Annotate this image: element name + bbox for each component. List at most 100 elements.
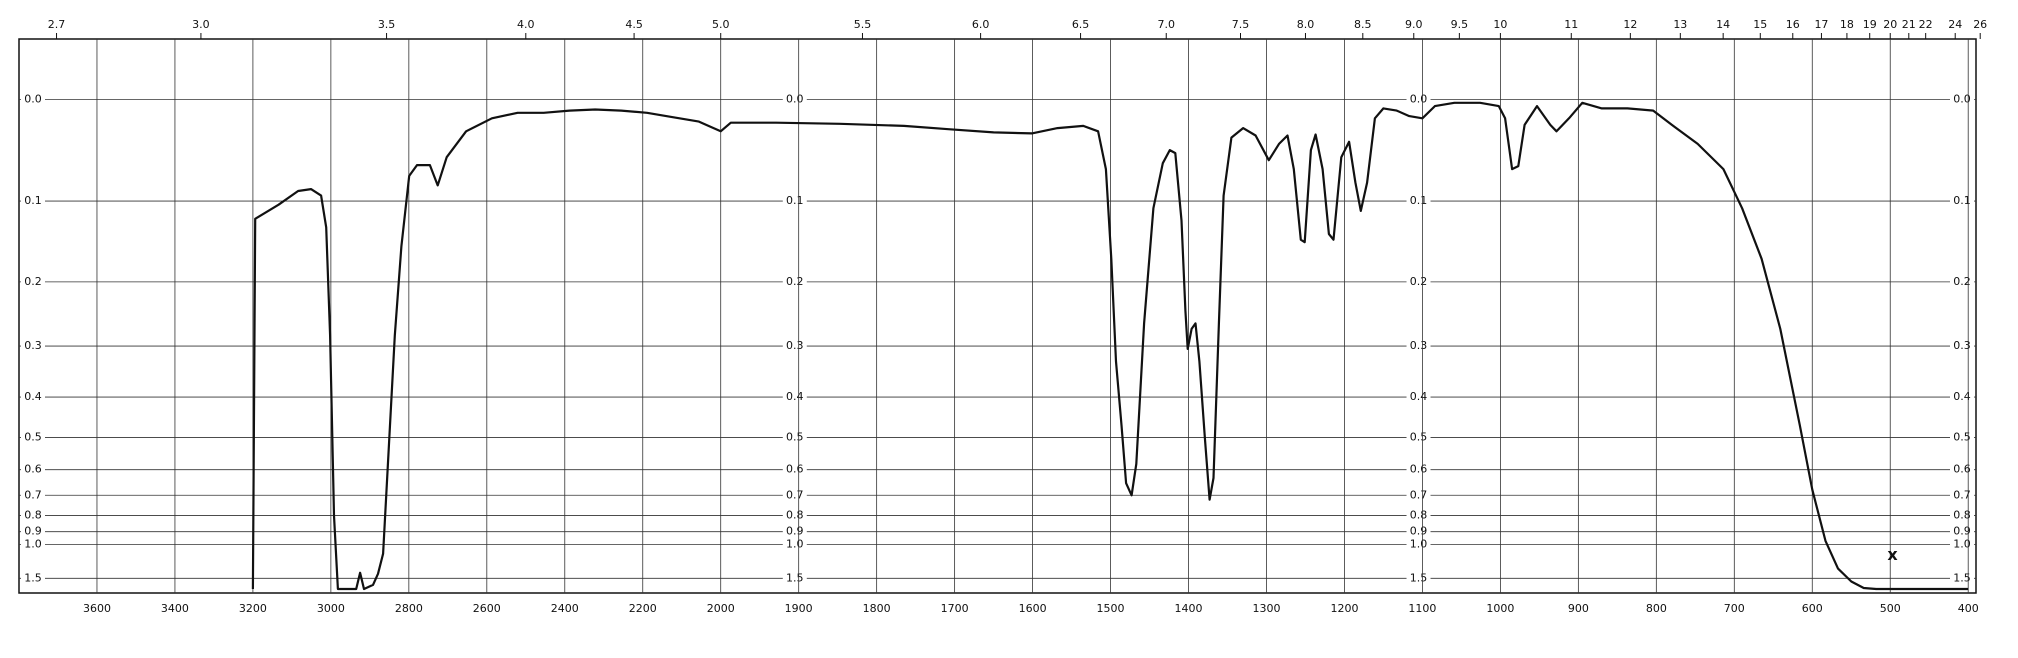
label-bg [782,340,807,353]
y-tick-label: 0.6 [1410,463,1428,476]
top-tick-label: 6.5 [1072,18,1090,31]
top-tick-label: 14 [1716,18,1730,31]
top-tick-label: 7.0 [1157,18,1175,31]
label-bg [21,489,45,502]
y-tick-label: 1.0 [786,537,804,550]
label-bg [1406,525,1431,538]
x-tick-label: 400 [1958,602,1979,615]
label-bg [1406,93,1431,106]
y-tick-label: 0.7 [24,488,42,501]
x-tick-label: 1800 [863,602,891,615]
y-tick-label: 0.9 [786,525,804,538]
label-bg [1950,509,1974,522]
top-tick-label: 8.5 [1354,18,1372,31]
top-tick-label: 2.7 [48,18,66,31]
top-tick-label: 4.0 [517,18,535,31]
y-tick-label: 0.3 [786,339,804,352]
x-tick-label: 1500 [1097,602,1125,615]
x-tick-label: 1300 [1252,602,1280,615]
y-tick-label: 0.4 [1953,390,1971,403]
x-tick-label: 1000 [1486,602,1514,615]
y-tick-label: 0.5 [786,431,804,444]
x-tick-label: 500 [1880,602,1901,615]
x-tick-label: 800 [1646,602,1667,615]
label-bg [782,431,807,444]
y-tick-label: 1.5 [1953,571,1971,584]
y-tick-label: 1.5 [786,571,804,584]
y-tick-label: 0.1 [1410,194,1428,207]
y-tick-label: 0.0 [786,92,804,105]
top-tick-label: 5.5 [854,18,872,31]
top-tick-label: 8.0 [1297,18,1315,31]
y-tick-label: 0.6 [24,463,42,476]
top-tick-label: 10 [1493,18,1507,31]
x-tick-label: 1200 [1330,602,1358,615]
label-bg [1406,509,1431,522]
top-tick-label: 4.5 [625,18,643,31]
label-bg [21,391,45,404]
top-tick-label: 12 [1623,18,1637,31]
label-bg [1406,538,1431,551]
label-bg [21,275,45,288]
top-tick-label: 13 [1673,18,1687,31]
label-bg [782,93,807,106]
y-tick-label: 0.8 [1410,509,1428,522]
label-bg [782,509,807,522]
x-tick-label: 1700 [941,602,969,615]
top-tick-label: 3.0 [192,18,210,31]
y-tick-label: 0.2 [786,275,804,288]
y-tick-label: 1.5 [1410,571,1428,584]
y-tick-label: 0.8 [24,509,42,522]
y-tick-label: 0.9 [1953,525,1971,538]
label-bg [782,538,807,551]
x-tick-label: 600 [1802,602,1823,615]
x-tick-label: 3000 [317,602,345,615]
y-tick-label: 0.3 [24,339,42,352]
y-tick-label: 1.0 [1410,537,1428,550]
x-tick-label: 2000 [707,602,735,615]
label-bg [1406,275,1431,288]
label-bg [1406,431,1431,444]
x-tick-label: 2600 [473,602,501,615]
y-tick-label: 0.8 [786,509,804,522]
top-tick-label: 3.5 [378,18,396,31]
y-tick-label: 0.0 [1953,92,1971,105]
top-tick-label: 15 [1753,18,1767,31]
label-bg [782,391,807,404]
y-tick-label: 0.2 [1953,275,1971,288]
y-tick-label: 0.5 [24,431,42,444]
top-tick-label: 7.5 [1232,18,1250,31]
top-tick-label: 22 [1919,18,1933,31]
y-tick-label: 0.3 [1953,339,1971,352]
x-tick-label: 2400 [551,602,579,615]
label-bg [21,509,45,522]
label-bg [21,572,45,585]
y-tick-label: 0.7 [1410,488,1428,501]
top-tick-label: 6.0 [972,18,990,31]
label-bg [1406,463,1431,476]
y-tick-label: 0.1 [786,194,804,207]
x-tick-label: 900 [1568,602,1589,615]
y-tick-label: 0.9 [24,525,42,538]
label-bg [21,340,45,353]
label-bg [782,572,807,585]
y-tick-label: 0.5 [1953,431,1971,444]
x-tick-label: 3200 [239,602,267,615]
x-tick-label: 1900 [785,602,813,615]
y-tick-label: 0.8 [1953,509,1971,522]
y-tick-label: 0.6 [1953,463,1971,476]
label-bg [21,463,45,476]
label-bg [782,195,807,208]
label-bg [782,525,807,538]
x-tick-label: 1100 [1408,602,1436,615]
plot-frame [18,38,1977,594]
x-tick-label: 3400 [161,602,189,615]
top-tick-label: 11 [1564,18,1578,31]
y-tick-label: 1.0 [1953,537,1971,550]
label-bg [21,538,45,551]
x-tick-label: 2800 [395,602,423,615]
x-tick-label: 700 [1724,602,1745,615]
y-tick-label: 0.6 [786,463,804,476]
y-tick-label: 0.0 [24,92,42,105]
label-bg [1406,340,1431,353]
